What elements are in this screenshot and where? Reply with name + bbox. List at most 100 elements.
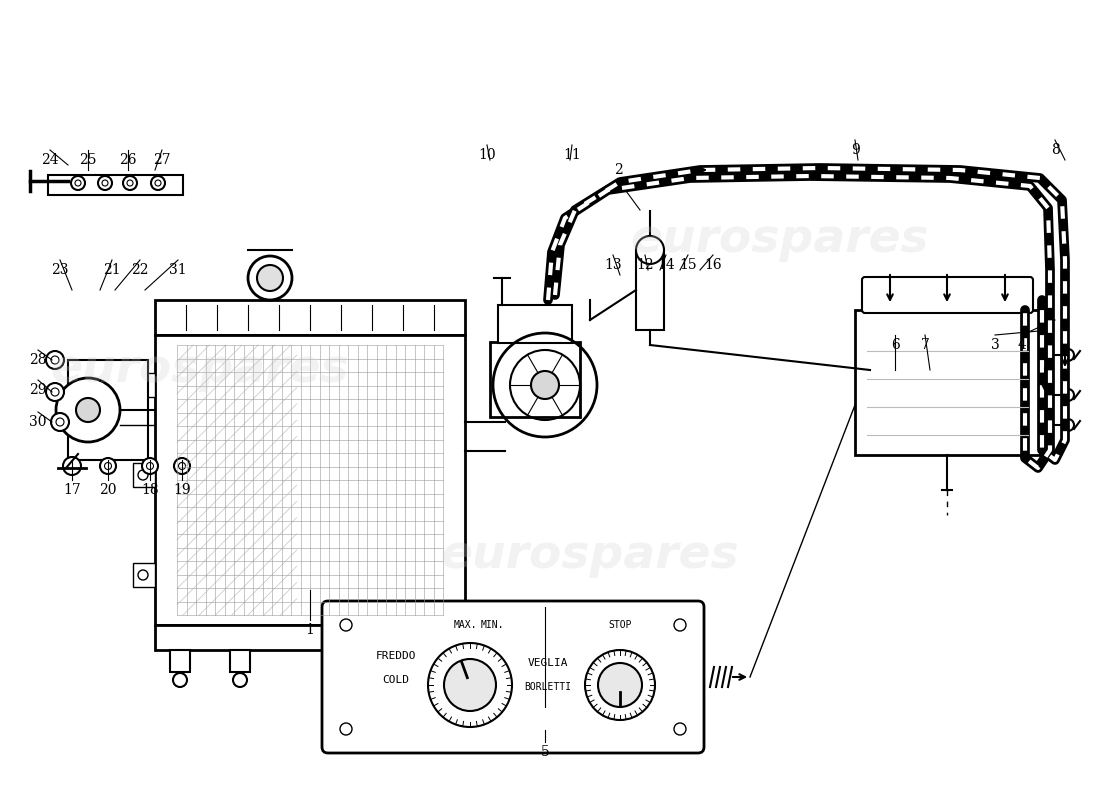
FancyBboxPatch shape bbox=[322, 601, 704, 753]
Text: eurospares: eurospares bbox=[441, 533, 739, 578]
Text: 9: 9 bbox=[850, 143, 859, 157]
Text: 31: 31 bbox=[169, 263, 187, 277]
Circle shape bbox=[104, 462, 111, 470]
Circle shape bbox=[123, 176, 138, 190]
Circle shape bbox=[1062, 389, 1074, 401]
Circle shape bbox=[76, 398, 100, 422]
Circle shape bbox=[178, 462, 186, 470]
Circle shape bbox=[636, 236, 664, 264]
Circle shape bbox=[674, 619, 686, 631]
Circle shape bbox=[257, 265, 283, 291]
Circle shape bbox=[408, 673, 422, 687]
Text: 19: 19 bbox=[173, 483, 190, 497]
Circle shape bbox=[598, 663, 642, 707]
Text: 1: 1 bbox=[306, 623, 315, 637]
Text: 16: 16 bbox=[704, 258, 722, 272]
Circle shape bbox=[56, 378, 120, 442]
Text: 12: 12 bbox=[636, 258, 653, 272]
Circle shape bbox=[233, 673, 248, 687]
Circle shape bbox=[173, 673, 187, 687]
Circle shape bbox=[1062, 419, 1074, 431]
Text: 23: 23 bbox=[52, 263, 68, 277]
Circle shape bbox=[142, 458, 158, 474]
FancyBboxPatch shape bbox=[155, 300, 465, 335]
Circle shape bbox=[174, 458, 190, 474]
Text: STOP: STOP bbox=[608, 620, 631, 630]
Text: 20: 20 bbox=[99, 483, 117, 497]
Text: 5: 5 bbox=[540, 745, 549, 759]
Circle shape bbox=[531, 371, 559, 399]
Text: 15: 15 bbox=[679, 258, 696, 272]
FancyBboxPatch shape bbox=[330, 650, 350, 672]
Circle shape bbox=[56, 418, 64, 426]
Text: 30: 30 bbox=[30, 415, 46, 429]
Text: 28: 28 bbox=[30, 353, 46, 367]
Text: MAX.: MAX. bbox=[453, 620, 476, 630]
FancyBboxPatch shape bbox=[855, 310, 1040, 455]
Text: VEGLIA: VEGLIA bbox=[528, 658, 569, 668]
Circle shape bbox=[100, 458, 116, 474]
Text: 8: 8 bbox=[1050, 143, 1059, 157]
Circle shape bbox=[126, 180, 133, 186]
Text: 18: 18 bbox=[141, 483, 158, 497]
Text: eurospares: eurospares bbox=[630, 218, 930, 262]
Text: 10: 10 bbox=[478, 148, 496, 162]
Circle shape bbox=[46, 383, 64, 401]
Circle shape bbox=[585, 650, 654, 720]
Text: eurospares: eurospares bbox=[51, 347, 350, 393]
Bar bbox=[155, 335, 465, 625]
Circle shape bbox=[340, 619, 352, 631]
Polygon shape bbox=[110, 397, 120, 428]
FancyBboxPatch shape bbox=[133, 463, 155, 487]
Text: 11: 11 bbox=[563, 148, 581, 162]
Circle shape bbox=[333, 673, 346, 687]
FancyBboxPatch shape bbox=[636, 250, 664, 330]
FancyBboxPatch shape bbox=[170, 650, 190, 672]
Text: 2: 2 bbox=[614, 163, 623, 177]
Text: 3: 3 bbox=[991, 338, 1000, 352]
Circle shape bbox=[46, 351, 64, 369]
Text: MIN.: MIN. bbox=[481, 620, 504, 630]
FancyBboxPatch shape bbox=[498, 305, 572, 343]
Text: 13: 13 bbox=[604, 258, 622, 272]
Circle shape bbox=[98, 176, 112, 190]
Text: 29: 29 bbox=[30, 383, 46, 397]
Bar bbox=[155, 625, 465, 650]
Circle shape bbox=[444, 659, 496, 711]
Text: 4: 4 bbox=[1018, 338, 1026, 352]
FancyBboxPatch shape bbox=[133, 373, 155, 397]
FancyBboxPatch shape bbox=[48, 175, 183, 195]
Text: 24: 24 bbox=[41, 153, 58, 167]
FancyBboxPatch shape bbox=[405, 650, 425, 672]
FancyBboxPatch shape bbox=[68, 360, 148, 460]
Text: 17: 17 bbox=[63, 483, 81, 497]
Circle shape bbox=[1062, 349, 1074, 361]
Text: 14: 14 bbox=[657, 258, 675, 272]
Text: 21: 21 bbox=[103, 263, 121, 277]
Circle shape bbox=[248, 256, 292, 300]
FancyBboxPatch shape bbox=[490, 342, 580, 417]
Text: 27: 27 bbox=[153, 153, 170, 167]
Text: 6: 6 bbox=[891, 338, 900, 352]
Text: COLD: COLD bbox=[383, 675, 409, 685]
FancyBboxPatch shape bbox=[446, 650, 465, 672]
Circle shape bbox=[674, 723, 686, 735]
Circle shape bbox=[51, 413, 69, 431]
Circle shape bbox=[63, 457, 81, 475]
Circle shape bbox=[102, 180, 108, 186]
Text: 22: 22 bbox=[131, 263, 149, 277]
Text: BORLETTI: BORLETTI bbox=[525, 682, 572, 692]
Circle shape bbox=[448, 673, 462, 687]
Polygon shape bbox=[60, 424, 88, 442]
Text: FREDDO: FREDDO bbox=[376, 651, 416, 661]
Circle shape bbox=[340, 723, 352, 735]
Circle shape bbox=[75, 180, 81, 186]
Circle shape bbox=[72, 176, 85, 190]
Circle shape bbox=[138, 380, 148, 390]
Circle shape bbox=[428, 643, 512, 727]
Text: 25: 25 bbox=[79, 153, 97, 167]
FancyBboxPatch shape bbox=[133, 563, 155, 587]
FancyBboxPatch shape bbox=[862, 277, 1033, 313]
Circle shape bbox=[155, 180, 161, 186]
Circle shape bbox=[51, 388, 59, 396]
